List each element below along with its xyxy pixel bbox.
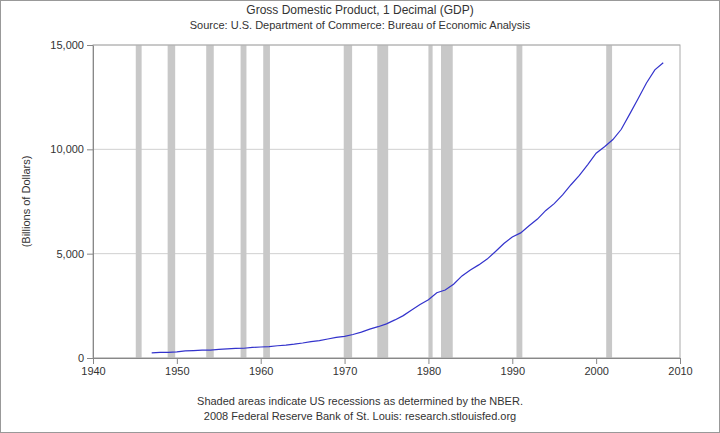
x-tick: 1960: [249, 358, 273, 377]
y-tick-mark: [87, 45, 93, 46]
x-tick-label: 2000: [584, 365, 608, 377]
recession-band: [263, 45, 270, 358]
x-tick-mark: [428, 358, 429, 364]
background: [1, 1, 720, 433]
x-tick-label: 2010: [668, 365, 692, 377]
grid: [93, 45, 680, 358]
x-tick-mark: [345, 358, 346, 364]
gdp-line: [152, 63, 664, 353]
y-tick-mark: [87, 149, 93, 150]
footnote: Shaded areas indicate US recessions as d…: [197, 395, 523, 407]
x-tick: 1970: [333, 358, 357, 377]
x-axis-line: [94, 358, 681, 359]
recession-band: [136, 45, 142, 358]
x-axis: 1940 1950 1960 1970 1980 1990 2000 2010: [81, 358, 692, 377]
y-tick-label: 0: [78, 352, 84, 364]
plot-frame: [93, 45, 680, 358]
x-tick: 1950: [165, 358, 189, 377]
recession-band: [516, 45, 522, 358]
y-tick-label: 15,000: [50, 39, 84, 51]
y-tick-mark: [87, 358, 93, 359]
recession-band: [344, 45, 352, 358]
recession-band: [441, 45, 453, 358]
x-tick: 1990: [501, 358, 525, 377]
x-tick: 1980: [417, 358, 441, 377]
y-tick-label: 5,000: [56, 248, 84, 260]
recession-band: [241, 45, 247, 358]
x-tick-label: 1960: [249, 365, 273, 377]
x-tick-mark: [512, 358, 513, 364]
x-tick: 2010: [668, 358, 692, 377]
x-tick-label: 1980: [417, 365, 441, 377]
x-tick-mark: [177, 358, 178, 364]
x-tick-label: 1970: [333, 365, 357, 377]
x-tick-mark: [680, 358, 681, 364]
y-axis-line: [93, 46, 94, 359]
y-tick-mark: [87, 254, 93, 255]
y-axis-title: (Billions of Dollars): [20, 156, 32, 248]
chart: 1940 1950 1960 1970 1980 1990 2000 2010 0 5,000 10…: [0, 0, 720, 433]
y-tick: 15,000: [50, 39, 93, 51]
plot-background: [93, 45, 680, 358]
y-tick: 5,000: [56, 248, 93, 260]
x-tick: 1940: [81, 358, 105, 377]
x-tick-label: 1950: [165, 365, 189, 377]
recession-band: [428, 45, 432, 358]
plot: 1940 1950 1960 1970 1980 1990 2000 2010 0 5,000 10…: [50, 39, 692, 377]
y-axis: 0 5,000 10,000 15,000: [50, 39, 93, 364]
recession-band: [606, 45, 612, 358]
recession-band: [206, 45, 214, 358]
x-tick-mark: [596, 358, 597, 364]
recession-band: [168, 45, 176, 358]
title: Gross Domestic Product, 1 Decimal (GDP): [246, 3, 473, 17]
x-tick: 2000: [584, 358, 608, 377]
subtitle: Source: U.S. Department of Commerce: Bur…: [190, 19, 531, 31]
x-tick-mark: [93, 358, 94, 364]
y-tick: 10,000: [50, 143, 93, 155]
x-tick-label: 1940: [81, 365, 105, 377]
x-tick-mark: [261, 358, 262, 364]
recession-band: [377, 45, 388, 358]
x-tick-label: 1990: [501, 365, 525, 377]
data-area: [136, 45, 663, 358]
y-tick: 0: [78, 352, 93, 364]
footnote: 2008 Federal Reserve Bank of St. Louis: …: [204, 410, 516, 422]
y-tick-label: 10,000: [50, 143, 84, 155]
